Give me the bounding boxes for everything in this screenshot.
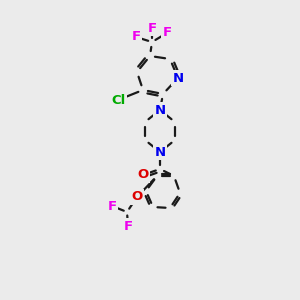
Text: F: F [147, 22, 157, 34]
Text: F: F [107, 200, 117, 212]
Text: O: O [131, 190, 142, 203]
Text: F: F [162, 26, 172, 40]
Text: N: N [154, 103, 166, 116]
Text: F: F [131, 31, 141, 44]
Text: N: N [172, 71, 184, 85]
Text: O: O [137, 169, 148, 182]
Text: Cl: Cl [111, 94, 125, 106]
Text: F: F [123, 220, 133, 232]
Text: N: N [154, 146, 166, 158]
